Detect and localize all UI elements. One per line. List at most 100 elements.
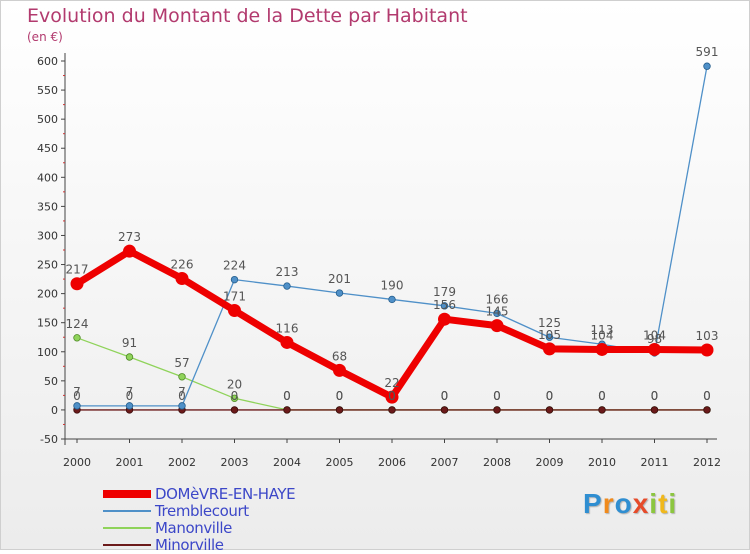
data-point bbox=[335, 406, 344, 414]
data-point bbox=[440, 302, 449, 310]
data-label: 68 bbox=[332, 349, 347, 363]
data-label: 91 bbox=[122, 336, 137, 350]
data-point bbox=[125, 402, 134, 410]
data-label: 0 bbox=[336, 389, 344, 403]
x-tick-label: 2009 bbox=[536, 456, 564, 469]
data-point bbox=[175, 271, 189, 285]
data-point bbox=[490, 319, 504, 333]
data-label: 0 bbox=[231, 389, 239, 403]
data-point bbox=[598, 406, 606, 414]
x-tick-label: 2003 bbox=[221, 456, 249, 469]
y-tick-label: 500 bbox=[37, 113, 58, 126]
logo-letter: P bbox=[583, 488, 603, 519]
logo-letter: r bbox=[602, 488, 615, 519]
data-point bbox=[70, 277, 84, 291]
data-point bbox=[440, 406, 449, 414]
data-point bbox=[703, 62, 711, 70]
y-tick-label: 350 bbox=[37, 200, 58, 213]
data-point bbox=[703, 406, 711, 414]
data-label: 7 bbox=[126, 385, 134, 399]
data-point bbox=[230, 406, 239, 414]
data-label: 0 bbox=[598, 389, 606, 403]
data-label: 113 bbox=[591, 323, 614, 337]
data-point bbox=[388, 295, 396, 304]
data-label: 0 bbox=[441, 389, 449, 403]
data-point bbox=[545, 406, 554, 414]
data-point bbox=[230, 394, 239, 402]
data-point bbox=[700, 343, 714, 357]
y-tick-label: 550 bbox=[37, 84, 58, 97]
data-label: 224 bbox=[223, 259, 246, 273]
data-point bbox=[545, 333, 554, 341]
legend-swatch bbox=[103, 490, 151, 498]
data-label: 190 bbox=[381, 278, 404, 292]
data-label: 0 bbox=[651, 389, 659, 403]
logo-letter: o bbox=[614, 488, 633, 519]
x-tick-label: 2008 bbox=[483, 456, 511, 469]
logo-letter: t bbox=[658, 488, 669, 519]
data-label: 0 bbox=[493, 389, 501, 403]
data-label: 179 bbox=[433, 285, 456, 299]
y-tick-label: -50 bbox=[40, 433, 58, 446]
data-point bbox=[283, 282, 291, 290]
x-tick-label: 2005 bbox=[326, 456, 354, 469]
x-tick-label: 2012 bbox=[693, 456, 721, 469]
x-tick-label: 2001 bbox=[116, 456, 144, 469]
data-label: 0 bbox=[388, 389, 396, 403]
legend-label: Minorville bbox=[155, 536, 224, 554]
data-label: 98 bbox=[647, 332, 662, 346]
data-label: 116 bbox=[276, 321, 299, 335]
data-point bbox=[228, 303, 241, 317]
y-tick-label: 150 bbox=[37, 317, 58, 330]
data-point bbox=[385, 390, 399, 404]
data-label: 201 bbox=[328, 272, 351, 286]
data-point bbox=[493, 309, 501, 318]
data-label: 217 bbox=[66, 263, 89, 277]
legend-swatch bbox=[103, 510, 151, 512]
y-tick-label: 100 bbox=[37, 346, 58, 359]
y-tick-label: 0 bbox=[51, 404, 58, 417]
data-label: 0 bbox=[598, 389, 606, 403]
data-label: 0 bbox=[73, 389, 81, 403]
proxiti-logo: Proxiti bbox=[583, 488, 677, 520]
y-tick-label: 300 bbox=[37, 229, 58, 242]
x-tick-label: 2011 bbox=[641, 456, 669, 469]
x-tick-label: 2000 bbox=[63, 456, 91, 469]
logo-letter: i bbox=[649, 488, 659, 519]
data-point bbox=[178, 402, 186, 410]
data-point bbox=[73, 402, 81, 410]
data-label: 171 bbox=[223, 289, 246, 303]
series-line-1 bbox=[76, 65, 708, 407]
x-tick-label: 2002 bbox=[168, 456, 196, 469]
data-label: 156 bbox=[433, 298, 456, 312]
legend-label: Manonville bbox=[155, 519, 232, 537]
data-label: 591 bbox=[696, 45, 719, 59]
data-label: 0 bbox=[388, 389, 396, 403]
data-point bbox=[178, 373, 186, 381]
data-label: 22 bbox=[384, 376, 399, 390]
data-point bbox=[438, 312, 451, 326]
y-tick-label: 400 bbox=[37, 171, 58, 184]
y-tick-label: 250 bbox=[37, 259, 58, 272]
data-point bbox=[283, 406, 291, 414]
data-point bbox=[230, 275, 239, 284]
chart-unit: (en €) bbox=[27, 30, 63, 44]
y-tick-label: 50 bbox=[44, 375, 58, 388]
data-point bbox=[543, 342, 556, 356]
data-label: 7 bbox=[73, 385, 81, 399]
data-label: 0 bbox=[441, 389, 449, 403]
data-label: 103 bbox=[696, 329, 719, 343]
data-label: 166 bbox=[486, 292, 509, 306]
data-label: 105 bbox=[538, 328, 561, 342]
data-label: 57 bbox=[174, 356, 189, 370]
data-point bbox=[335, 289, 344, 297]
data-label: 0 bbox=[651, 389, 659, 403]
data-label: 104 bbox=[643, 328, 666, 342]
data-point bbox=[123, 244, 136, 258]
y-tick-label: 450 bbox=[37, 142, 58, 155]
legend-swatch bbox=[103, 527, 151, 529]
data-label: 0 bbox=[703, 389, 711, 403]
data-label: 20 bbox=[227, 377, 242, 391]
